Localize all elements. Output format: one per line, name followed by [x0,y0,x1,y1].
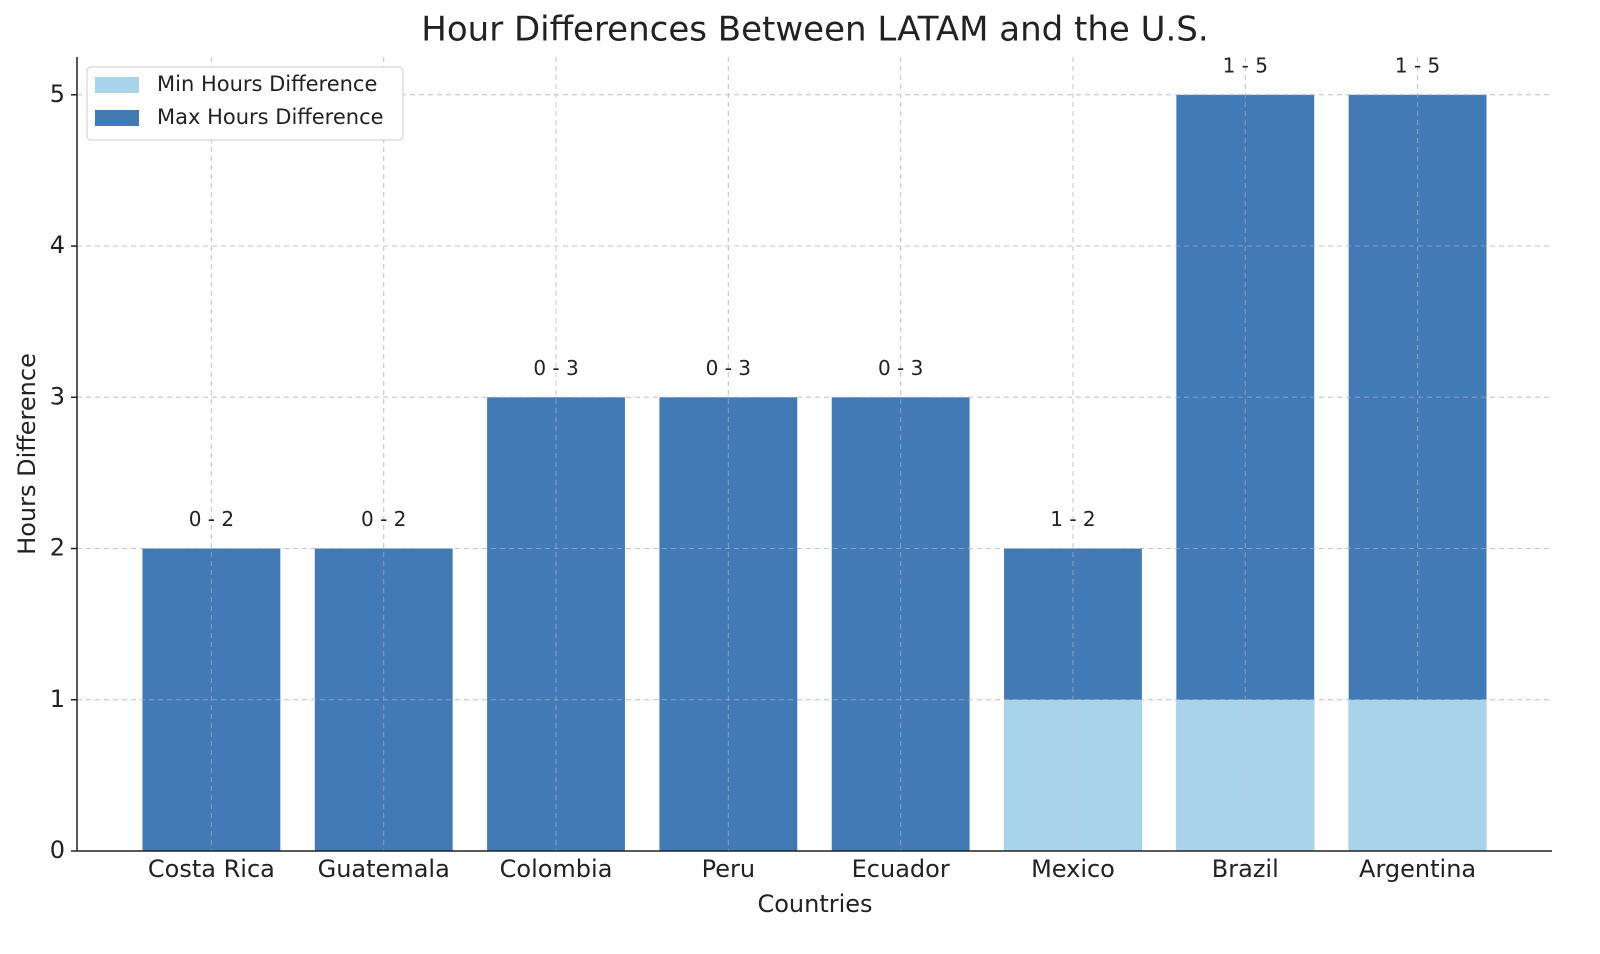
legend-label: Max Hours Difference [157,105,384,129]
y-tick-label: 4 [50,231,65,259]
data-label: 1 - 2 [1050,507,1095,531]
x-tick-label: Argentina [1359,855,1476,883]
data-label: 1 - 5 [1223,53,1268,77]
x-tick-label: Colombia [500,855,613,883]
x-tick-label: Brazil [1212,855,1279,883]
data-label: 0 - 3 [706,356,751,380]
legend-swatch [95,77,139,93]
data-label: 0 - 3 [878,356,923,380]
y-tick-label: 5 [50,80,65,108]
x-axis-label: Countries [757,890,872,918]
bar [1004,699,1142,851]
data-label: 0 - 2 [189,507,234,531]
data-label: 0 - 3 [533,356,578,380]
grid [77,57,1552,852]
x-tick-label: Costa Rica [148,855,275,883]
x-tick-label: Ecuador [852,855,950,883]
legend-frame [86,66,404,141]
y-tick-label: 2 [50,534,65,562]
y-tick-label: 1 [50,685,65,713]
y-axis-label: Hours Difference [13,353,41,555]
bars [142,94,1487,852]
labels: 0 1 2 3 4 5 Costa Rica Guatemala Colombia Peru Ecu… [50,53,1476,883]
bar [1348,699,1487,851]
data-label: 0 - 2 [361,507,406,531]
data-label: 1 - 5 [1395,53,1440,77]
y-tick-label: 0 [50,836,65,864]
x-tick-label: Guatemala [318,855,450,883]
chart-title: Hour Differences Between LATAM and the U… [421,10,1208,50]
legend-label: Min Hours Difference [157,72,377,96]
legend-swatch [95,110,139,126]
y-tick-label: 3 [50,382,65,410]
grid-overlay [77,57,1552,852]
legend: Min Hours Difference Max Hours Difference [86,66,404,141]
bar [1176,699,1315,851]
x-tick-label: Mexico [1031,855,1115,883]
axes [71,57,1552,852]
x-tick-label: Peru [702,855,755,883]
